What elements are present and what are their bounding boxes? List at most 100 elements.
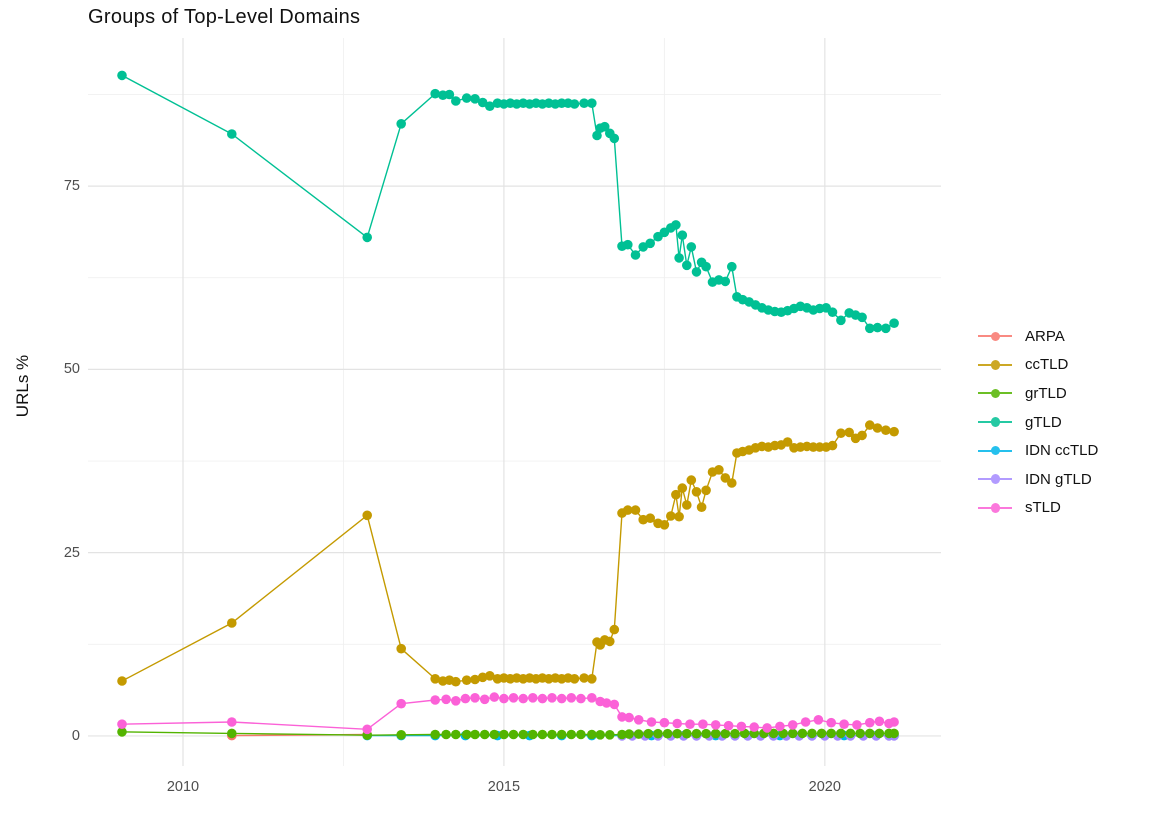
data-point bbox=[605, 730, 615, 740]
data-point bbox=[889, 426, 899, 437]
legend-item-gTLD: gTLD bbox=[978, 408, 1098, 437]
data-point bbox=[874, 728, 885, 739]
data-point bbox=[645, 513, 655, 523]
data-point bbox=[601, 698, 612, 708]
data-point bbox=[430, 695, 441, 705]
data-point bbox=[827, 307, 838, 318]
data-point bbox=[623, 505, 633, 515]
legend-key-icon bbox=[978, 503, 1012, 513]
series-ccTLD bbox=[117, 420, 899, 687]
data-point bbox=[710, 728, 721, 739]
data-point bbox=[362, 510, 373, 521]
data-point bbox=[566, 729, 577, 740]
data-point bbox=[470, 94, 480, 104]
data-point bbox=[889, 728, 899, 739]
data-point bbox=[489, 692, 500, 702]
data-point bbox=[623, 239, 633, 250]
data-point bbox=[839, 719, 849, 729]
data-point bbox=[674, 511, 684, 522]
data-point bbox=[609, 133, 620, 144]
y-tick-label: 25 bbox=[63, 544, 80, 561]
data-point bbox=[701, 485, 711, 496]
data-point bbox=[800, 717, 811, 727]
data-point bbox=[714, 465, 724, 475]
legend-key-icon bbox=[978, 360, 1012, 370]
data-point bbox=[691, 487, 702, 497]
data-point bbox=[477, 97, 488, 108]
data-point bbox=[730, 728, 740, 739]
data-point bbox=[682, 728, 692, 739]
data-point bbox=[609, 699, 620, 710]
legend-item-ccTLD: ccTLD bbox=[978, 351, 1098, 380]
legend-key-icon bbox=[978, 474, 1012, 484]
series-grTLD bbox=[117, 727, 899, 740]
legend-label: grTLD bbox=[1025, 384, 1067, 402]
data-point bbox=[787, 720, 798, 730]
data-point bbox=[227, 618, 237, 628]
data-point bbox=[461, 729, 472, 740]
data-point bbox=[461, 93, 472, 103]
data-point bbox=[508, 693, 519, 703]
data-point bbox=[872, 423, 883, 433]
data-point bbox=[836, 315, 846, 326]
data-point bbox=[227, 717, 237, 727]
legend-dot-icon bbox=[990, 331, 1000, 341]
series-gTLD bbox=[117, 70, 899, 334]
data-point bbox=[499, 693, 509, 704]
data-point bbox=[117, 676, 127, 686]
y-tick-label: 0 bbox=[71, 727, 80, 744]
y-tick-label: 50 bbox=[63, 361, 80, 378]
data-point bbox=[227, 129, 237, 139]
data-point bbox=[643, 728, 654, 739]
chart-title: Groups of Top-Level Domains bbox=[88, 6, 361, 28]
data-point bbox=[807, 728, 817, 739]
data-point bbox=[720, 276, 731, 287]
legend-item-ARPA: ARPA bbox=[978, 322, 1098, 351]
data-point bbox=[117, 719, 127, 729]
data-point bbox=[682, 500, 692, 510]
data-point bbox=[479, 729, 490, 740]
data-point bbox=[836, 728, 846, 739]
data-point bbox=[566, 693, 577, 703]
data-point bbox=[889, 717, 899, 727]
data-point bbox=[489, 729, 500, 740]
data-point bbox=[659, 520, 670, 530]
data-point bbox=[470, 674, 480, 685]
legend-item-IDN-gTLD: IDN gTLD bbox=[978, 465, 1098, 494]
data-point bbox=[720, 728, 731, 739]
data-point bbox=[579, 98, 589, 108]
data-point bbox=[672, 718, 682, 729]
data-point bbox=[396, 730, 407, 740]
data-point bbox=[845, 728, 856, 739]
data-point bbox=[537, 729, 548, 740]
data-point bbox=[609, 624, 620, 635]
legend-item-grTLD: grTLD bbox=[978, 379, 1098, 408]
data-point bbox=[736, 721, 747, 732]
data-point bbox=[671, 489, 681, 500]
data-point bbox=[816, 728, 827, 739]
data-point bbox=[762, 723, 772, 733]
data-point bbox=[587, 98, 597, 108]
data-point bbox=[630, 250, 641, 260]
data-point bbox=[508, 729, 519, 740]
data-point bbox=[396, 698, 407, 709]
data-point bbox=[587, 674, 597, 684]
legend-dot-icon bbox=[990, 474, 1000, 484]
data-point bbox=[587, 729, 597, 740]
data-point bbox=[537, 693, 548, 704]
data-point bbox=[674, 253, 684, 263]
data-point bbox=[672, 728, 682, 739]
data-point bbox=[677, 230, 688, 240]
data-point bbox=[659, 717, 670, 728]
data-point bbox=[576, 693, 586, 704]
series-sTLD bbox=[117, 692, 899, 735]
data-point bbox=[633, 729, 644, 739]
data-point bbox=[865, 717, 875, 728]
data-point bbox=[441, 694, 451, 705]
data-point bbox=[451, 96, 461, 106]
data-point bbox=[441, 729, 451, 740]
data-point bbox=[865, 420, 875, 430]
legend-key-icon bbox=[978, 417, 1012, 427]
series-line bbox=[121, 424, 895, 683]
